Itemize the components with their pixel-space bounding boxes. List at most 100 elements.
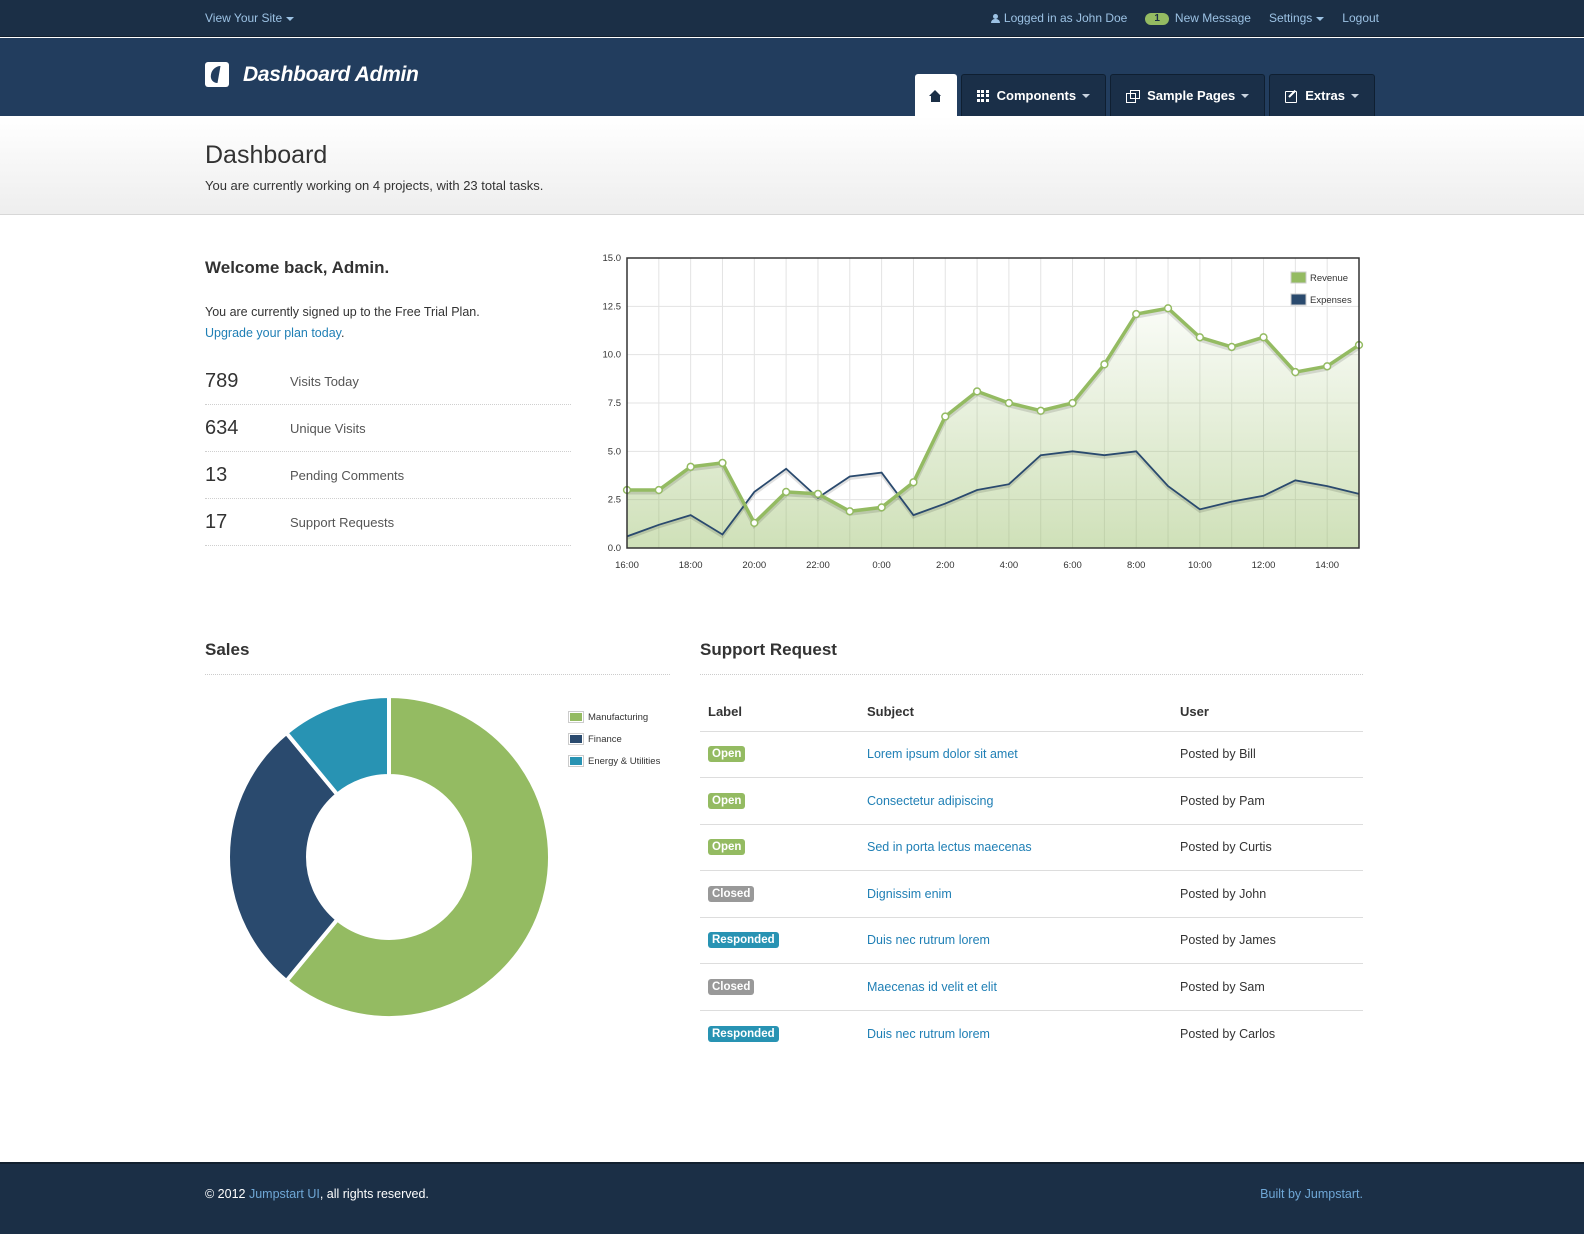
y-tick-label: 10.0	[603, 350, 622, 361]
stat-value: 789	[205, 369, 239, 392]
revenue-point	[1036, 406, 1045, 415]
upgrade-link[interactable]: Upgrade your plan today	[205, 326, 341, 340]
table-row: Closed Dignissim enim Posted by John	[700, 870, 1363, 918]
stat-label: Support Requests	[290, 514, 395, 530]
logout-link[interactable]: Logout	[1342, 11, 1379, 25]
revenue-point	[781, 487, 791, 497]
page-title: Dashboard	[205, 141, 328, 169]
revenue-point	[909, 478, 918, 487]
revenue-point	[1227, 342, 1236, 352]
welcome-heading: Welcome back, Admin.	[205, 258, 390, 277]
row-subject-cell: Duis nec rutrum lorem	[859, 1010, 1172, 1057]
logged-in-link[interactable]: Logged in as John Doe	[990, 11, 1128, 25]
revenue-point	[877, 503, 886, 512]
nav-components[interactable]: Components	[960, 74, 1107, 116]
revenue-point	[686, 462, 695, 471]
request-subject-link[interactable]: Dignissim enim	[867, 886, 952, 901]
sales-donut-chart	[226, 693, 552, 1020]
sales-legend: Manufacturing Finance Energy & Utilities	[568, 706, 660, 772]
caret-down-icon	[1351, 93, 1359, 98]
caret-down-icon	[1316, 16, 1325, 21]
caret-down-icon	[286, 16, 295, 21]
expenses-line-shadow	[626, 451, 1360, 540]
revenue-point	[845, 507, 854, 516]
main-nav: Components Sample Pages Extras	[914, 74, 1375, 116]
plot-border	[626, 257, 1360, 549]
x-tick-label: 6:00	[1063, 560, 1082, 571]
status-badge: Open	[708, 746, 746, 763]
row-user-cell: Posted by Pam	[1172, 777, 1363, 825]
row-user-cell: Posted by Carlos	[1180, 1026, 1276, 1041]
legend-label: Manufacturing	[588, 711, 649, 723]
copyright-prefix: © 2012	[205, 1187, 249, 1201]
row-subject-cell: Lorem ipsum dolor sit amet	[859, 731, 1172, 778]
y-tick-label: 12.5	[603, 301, 622, 312]
page-subtitle: You are currently working on 4 projects,…	[205, 178, 544, 193]
row-subject-cell: Duis nec rutrum lorem	[859, 917, 1172, 964]
view-site-dropdown[interactable]: View Your Site	[205, 11, 295, 25]
table-row: Open Lorem ipsum dolor sit amet Posted by …	[700, 731, 1363, 778]
x-tick-label: 18:00	[679, 560, 703, 571]
column-header: Subject	[859, 693, 1172, 732]
row-user-cell: Posted by James	[1172, 917, 1363, 964]
copyright: © 2012 Jumpstart UI, all rights reserved…	[205, 1187, 429, 1201]
page-header: Dashboard You are currently working on 4…	[0, 116, 1584, 215]
x-tick-label: 0:00	[872, 560, 891, 571]
stats-list: 789 Visits Today 634 Unique Visits 13 Pendi…	[205, 358, 571, 546]
copyright-suffix: , all rights reserved.	[319, 1187, 429, 1201]
legend-label: Expenses	[1310, 295, 1352, 306]
legend-label: Finance	[588, 733, 622, 745]
column-header: Label	[700, 693, 859, 732]
nav-home[interactable]	[914, 74, 957, 116]
support-table-body: Open Lorem ipsum dolor sit amet Posted by …	[700, 731, 1363, 1057]
logged-in-label: Logged in as John Doe	[1003, 11, 1128, 25]
request-subject-link[interactable]: Lorem ipsum dolor sit amet	[867, 747, 1018, 762]
revenue-point	[1259, 333, 1268, 342]
upgrade-suffix: .	[340, 326, 345, 340]
nav-extras-label: Extras	[1305, 88, 1345, 103]
expenses-line	[626, 450, 1360, 538]
stat-unique-visits: 634 Unique Visits	[205, 405, 571, 452]
row-user-cell: Posted by John	[1172, 870, 1363, 918]
y-tick-label: 0.0	[608, 543, 621, 554]
caret-down-icon	[1082, 93, 1091, 98]
table-row: Closed Maecenas id velit et elit Posted by…	[700, 963, 1363, 1011]
built-by-link[interactable]: Built by Jumpstart.	[1260, 1187, 1363, 1201]
nav-sample-pages[interactable]: Sample Pages	[1110, 74, 1266, 116]
request-subject-link[interactable]: Maecenas id velit et elit	[867, 979, 997, 994]
request-subject-link[interactable]: Consectetur adipiscing	[867, 793, 994, 808]
status-badge: Open	[708, 839, 746, 856]
settings-dropdown[interactable]: Settings	[1269, 11, 1325, 25]
stat-value: 634	[205, 416, 239, 439]
stat-value: 13	[205, 463, 228, 486]
status-badge: Responded	[708, 932, 779, 949]
revenue-point	[1004, 398, 1014, 408]
new-message-link[interactable]: 1 New Message	[1145, 11, 1251, 25]
legend-item-manufacturing: Manufacturing	[568, 706, 660, 728]
x-tick-label: 4:00	[1000, 560, 1019, 571]
request-subject-link[interactable]: Duis nec rutrum lorem	[867, 933, 990, 948]
x-tick-label: 12:00	[1252, 560, 1276, 571]
row-label-cell: Responded	[700, 917, 859, 964]
caret-down-icon	[1241, 93, 1250, 98]
status-badge: Closed	[708, 978, 755, 995]
nav-extras[interactable]: Extras	[1269, 74, 1375, 116]
request-subject-link[interactable]: Sed in porta lectus maecenas	[867, 840, 1032, 855]
logo-icon	[205, 62, 229, 87]
row-subject-cell: Sed in porta lectus maecenas	[859, 824, 1172, 871]
support-panel: Support Request Label Subject User Open L…	[700, 640, 1363, 1057]
legend-swatch	[1290, 271, 1307, 284]
x-tick-label: 22:00	[806, 560, 830, 571]
revenue-point	[750, 518, 759, 528]
request-subject-link[interactable]: Duis nec rutrum lorem	[867, 1026, 990, 1041]
legend-item-energy: Energy & Utilities	[568, 750, 660, 772]
sales-panel: Sales Manufacturing Finance Energy & Uti…	[205, 640, 670, 1020]
brand-link[interactable]: Jumpstart UI	[248, 1187, 320, 1201]
stat-pending-comments: 13 Pending Comments	[205, 452, 571, 499]
nav-components-label: Components	[996, 88, 1077, 103]
table-header-row: Label Subject User	[700, 693, 1363, 732]
revenue-line	[627, 306, 1360, 526]
revenue-point	[972, 387, 982, 396]
row-label-cell: Closed	[700, 963, 859, 1011]
logo[interactable]: Dashboard Admin	[205, 62, 419, 87]
